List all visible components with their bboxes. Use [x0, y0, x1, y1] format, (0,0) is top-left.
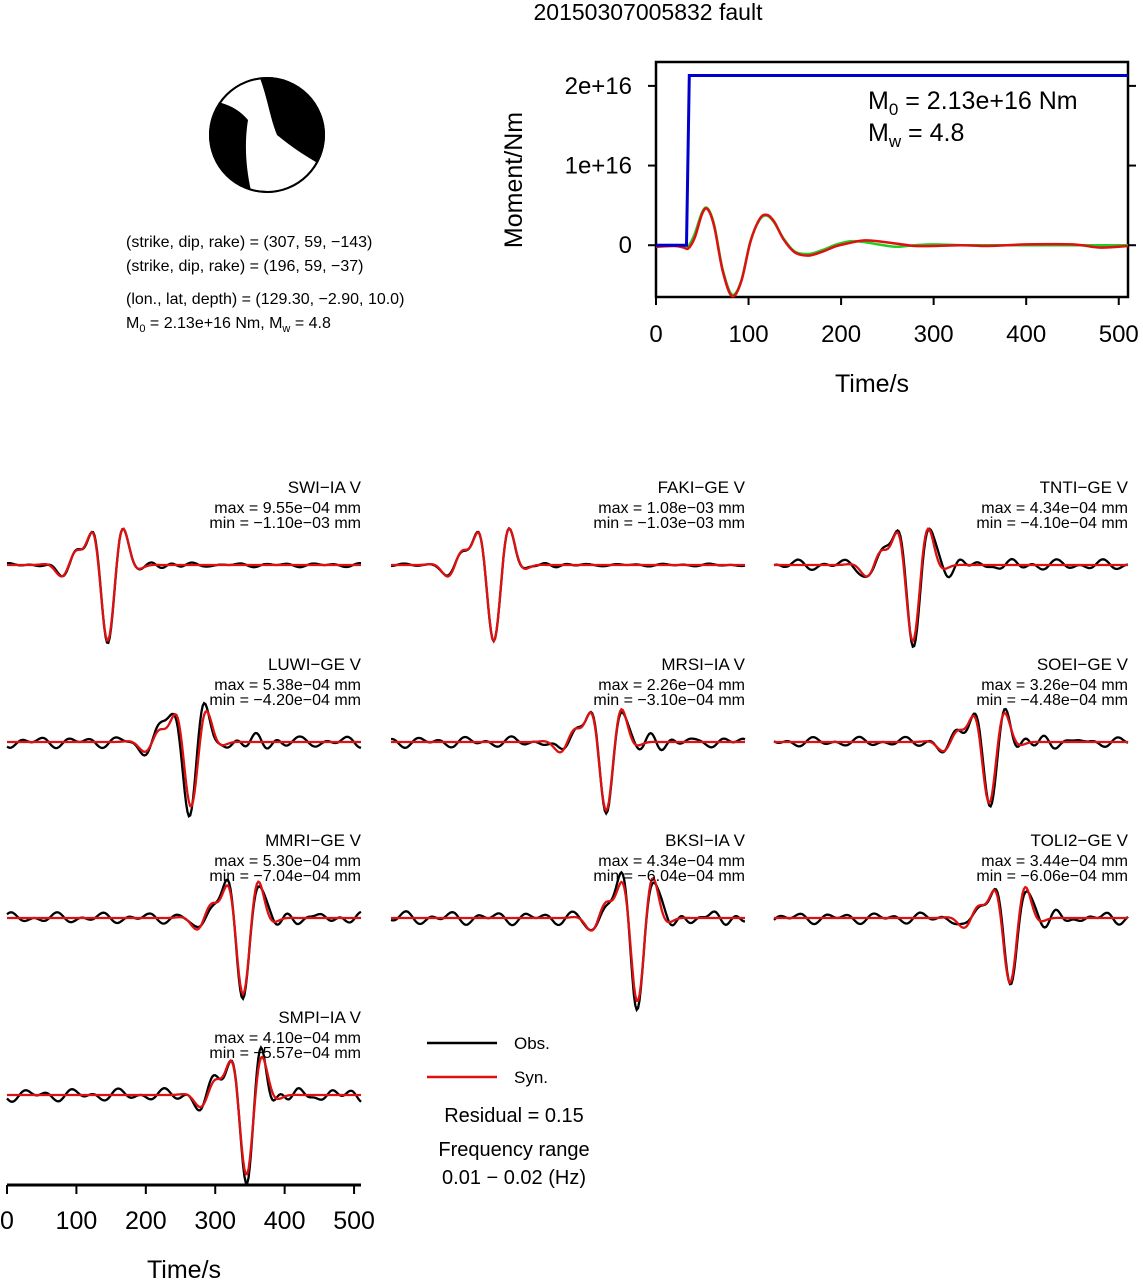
observed-waveform: [773, 527, 1129, 649]
waveform-time-axis: 0 100 200 300 400 500 Time/s: [0, 1183, 375, 1280]
station-label: TOLI2−GE V: [1031, 831, 1129, 850]
station-max: max = 4.34e−04 mm: [598, 853, 745, 870]
waveform-x-tick-label: 100: [56, 1207, 98, 1235]
station-label: SMPI−IA V: [278, 1008, 361, 1027]
station-min: min = −1.10e−03 mm: [209, 515, 361, 532]
synthetic-waveform: [7, 1055, 361, 1176]
station-label: SWI−IA V: [288, 478, 362, 497]
moment-annotation-m0: M0 = 2.13e+16 Nm: [868, 87, 1078, 119]
station-min: min = −4.10e−04 mm: [976, 515, 1128, 532]
station-min: min = −4.20e−04 mm: [209, 692, 361, 709]
synthetic-waveform: [774, 527, 1128, 644]
observed-waveform: [6, 878, 362, 1002]
waveform-x-tick-label: 200: [125, 1207, 167, 1235]
legend: Obs. Syn. Residual = 0.15 Frequency rang…: [427, 1034, 590, 1189]
station-label: MMRI−GE V: [265, 831, 362, 850]
moment-x-tick-label: 500: [1099, 321, 1139, 348]
nodal-plane-2: (strike, dip, rake) = (196, 59, −37): [126, 258, 363, 275]
station-min: min = −3.10e−04 mm: [593, 692, 745, 709]
synthetic-waveform: [391, 876, 745, 1003]
waveform-x-tick-label: 400: [264, 1207, 306, 1235]
station-max: max = 4.10e−04 mm: [214, 1030, 361, 1047]
station-min: min = −4.48e−04 mm: [976, 692, 1128, 709]
moment-x-tick-label: 200: [821, 321, 861, 348]
figure-title: 20150307005832 fault: [534, 0, 764, 25]
station-label: LUWI−GE V: [268, 655, 362, 674]
frequency-range-title: Frequency range: [438, 1139, 589, 1161]
observed-waveform: [390, 526, 746, 644]
waveform-x-axis-label: Time/s: [147, 1256, 221, 1280]
legend-obs-label: Obs.: [514, 1034, 550, 1053]
station-max: max = 5.38e−04 mm: [214, 677, 361, 694]
observed-waveform: [390, 870, 746, 1013]
moment-x-axis-label: Time/s: [835, 370, 909, 398]
observed-waveform: [6, 1045, 362, 1185]
station-label: TNTI−GE V: [1040, 478, 1129, 497]
residual-text: Residual = 0.15: [444, 1105, 584, 1127]
station-min: min = −5.57e−04 mm: [209, 1045, 361, 1062]
station-min: min = −6.06e−04 mm: [976, 868, 1128, 885]
moment-series-line: [655, 207, 1129, 298]
station-min: min = −6.04e−04 mm: [593, 868, 745, 885]
station-max: max = 3.26e−04 mm: [981, 677, 1128, 694]
moment-x-tick-label: 0: [649, 321, 662, 348]
moment-y-axis-label: Moment/Nm: [500, 112, 528, 248]
station-label: MRSI−IA V: [661, 655, 745, 674]
synthetic-waveform: [7, 527, 361, 642]
nodal-plane-1: (strike, dip, rake) = (307, 59, −143): [126, 234, 372, 251]
waveform-x-tick-label: 0: [0, 1207, 14, 1235]
moment-annotation-mw: Mw = 4.8: [868, 119, 964, 151]
observed-waveform: [773, 887, 1129, 986]
moment-series-line: [656, 74, 1128, 247]
moment-chart: 0 100 200 300 400 500 0 1e+16 2e+16 Time/s Moment/…: [500, 60, 1139, 398]
moment-y-tick-label: 1e+16: [565, 153, 632, 180]
station-max: max = 3.44e−04 mm: [981, 853, 1128, 870]
observed-waveform: [6, 701, 362, 818]
synthetic-waveform: [7, 880, 361, 997]
observed-waveform: [391, 710, 746, 816]
moment-x-tick-label: 100: [729, 321, 769, 348]
station-label: FAKI−GE V: [658, 478, 746, 497]
moment-x-tick-label: 300: [914, 321, 954, 348]
station-max: max = 1.08e−03 mm: [598, 500, 745, 517]
synthetic-waveform: [391, 707, 745, 813]
moment-summary: M0 = 2.13e+16 Nm, Mw = 4.8: [126, 315, 331, 335]
moment-y-tick-label: 2e+16: [565, 73, 632, 100]
station-label: BKSI−IA V: [665, 831, 746, 850]
observed-waveform: [773, 707, 1129, 809]
moment-x-tick-label: 400: [1006, 321, 1046, 348]
beachball-icon: [209, 77, 325, 193]
waveform-x-tick-label: 500: [333, 1207, 375, 1235]
synthetic-waveform: [7, 709, 361, 808]
moment-y-tick-label: 0: [619, 232, 632, 259]
moment-plot-frame: [654, 60, 1130, 299]
synthetic-waveform: [774, 711, 1128, 805]
station-max: max = 5.30e−04 mm: [214, 853, 361, 870]
hypocenter-location: (lon., lat, depth) = (129.30, −2.90, 10.…: [126, 291, 404, 308]
station-label: SOEI−GE V: [1037, 655, 1129, 674]
observed-waveform: [6, 527, 361, 645]
waveform-x-tick-label: 300: [194, 1207, 236, 1235]
legend-syn-label: Syn.: [514, 1068, 548, 1087]
frequency-range-value: 0.01 − 0.02 (Hz): [442, 1167, 586, 1189]
station-max: max = 2.26e−04 mm: [598, 677, 745, 694]
synthetic-waveform: [774, 885, 1128, 985]
station-max: max = 9.55e−04 mm: [214, 500, 361, 517]
synthetic-waveform: [391, 527, 745, 644]
station-max: max = 4.34e−04 mm: [981, 500, 1128, 517]
station-min: min = −1.03e−03 mm: [593, 515, 745, 532]
station-min: min = −7.04e−04 mm: [209, 868, 361, 885]
